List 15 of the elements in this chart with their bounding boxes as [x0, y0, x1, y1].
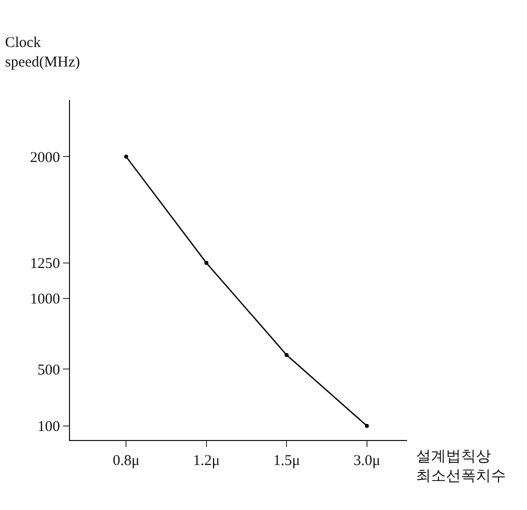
- x-axis-title: 설계법칙상 최소선폭치수: [416, 449, 506, 484]
- y-axis-title: Clock speed(MHz): [5, 35, 80, 70]
- x-tick-label: 1.5μ: [273, 453, 300, 469]
- point: [284, 353, 289, 357]
- point: [364, 424, 369, 428]
- point: [124, 154, 128, 159]
- y-tick-label: 1250: [30, 256, 60, 272]
- x-tick-label: 0.8μ: [112, 453, 140, 469]
- y-tick-label: 2000: [30, 150, 60, 166]
- y-tick-label: 1000: [30, 292, 60, 308]
- x-tick-label: 3.0μ: [353, 453, 380, 469]
- point: [204, 260, 208, 265]
- y-tick-label: 500: [38, 362, 60, 378]
- x-tick-label: 1.2μ: [193, 453, 220, 469]
- y-tick-label: 100: [38, 419, 60, 436]
